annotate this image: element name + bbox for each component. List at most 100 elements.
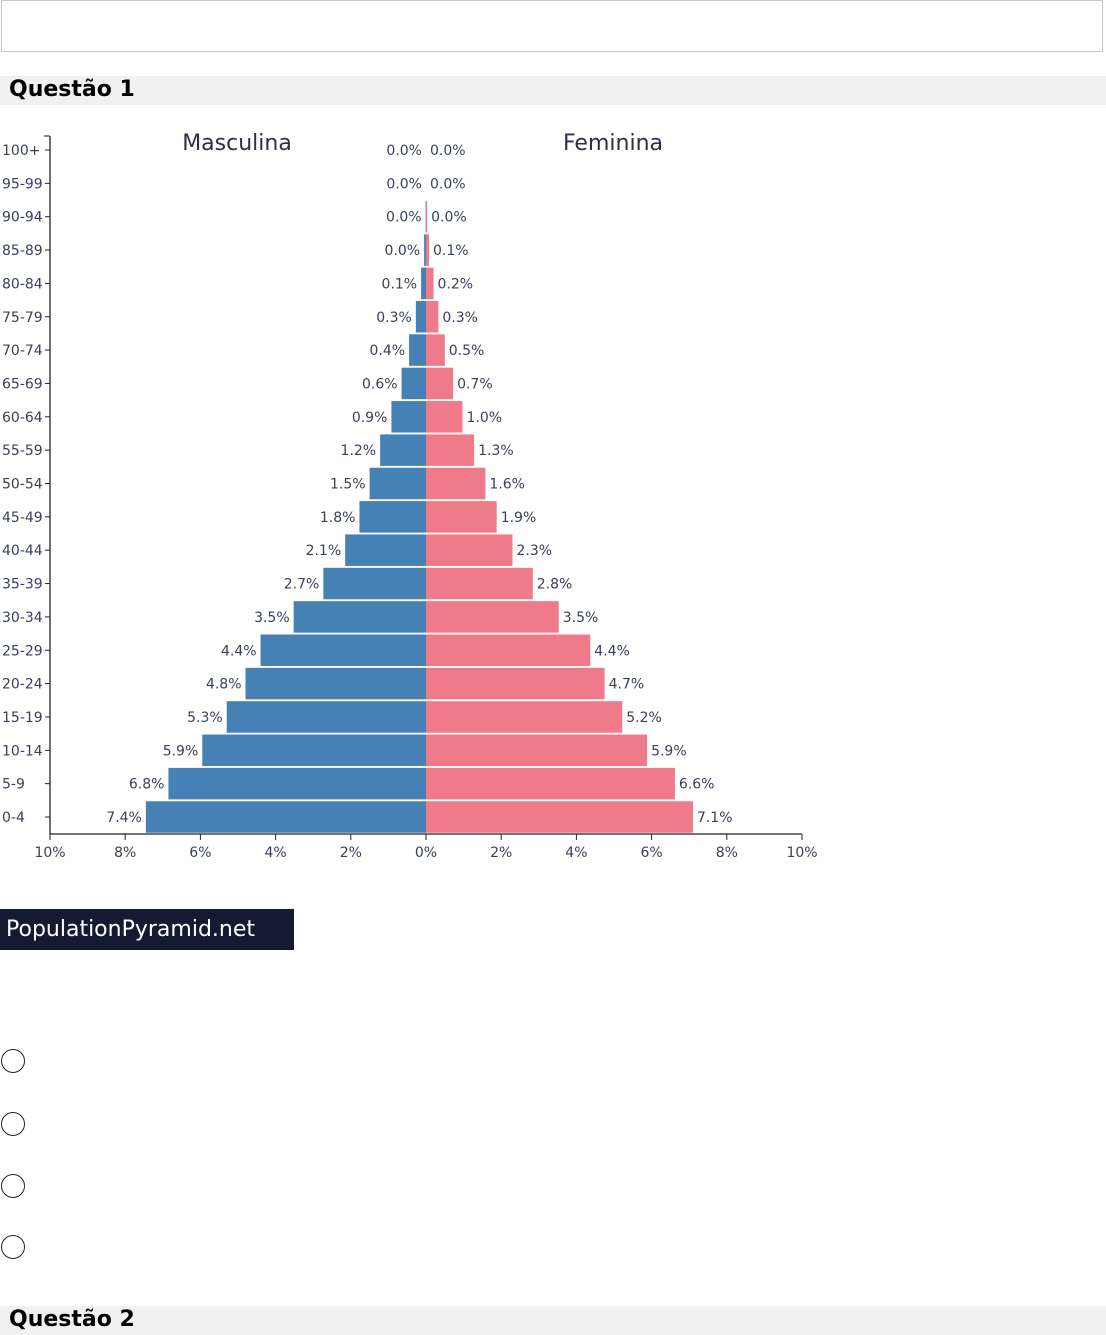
male-bar (226, 701, 426, 733)
male-value-label: 4.4% (221, 643, 257, 659)
female-bar (426, 534, 513, 566)
male-value-label: 5.9% (163, 743, 199, 759)
female-value-label: 3.5% (563, 610, 599, 626)
x-tick-label: 0% (415, 845, 437, 861)
age-group-label: 0-4 (2, 810, 25, 826)
male-bar (401, 367, 426, 400)
x-tick-label: 10% (34, 845, 65, 861)
age-group-label: 50-54 (2, 477, 43, 493)
female-bar (426, 701, 623, 733)
female-value-label: 0.7% (457, 376, 493, 392)
female-bar (426, 634, 591, 666)
male-bar (168, 767, 426, 800)
female-bar (426, 367, 454, 400)
female-bar (426, 667, 605, 700)
age-group-label: 5-9 (2, 777, 25, 793)
x-tick-label: 6% (640, 845, 662, 861)
question-2-title: Questão 2 (9, 1307, 135, 1332)
female-bar (426, 401, 463, 433)
age-group-label: 70-74 (2, 343, 43, 359)
female-value-label: 6.6% (679, 777, 715, 793)
male-bar (415, 301, 426, 333)
age-group-label: 15-19 (2, 710, 43, 726)
male-bar (369, 467, 426, 500)
male-value-label: 0.6% (362, 376, 398, 392)
female-value-label: 1.0% (466, 410, 502, 426)
x-tick-label: 2% (490, 845, 512, 861)
answer-input[interactable] (1, 0, 1103, 52)
age-group-label: 65-69 (2, 376, 43, 392)
male-value-label: 1.8% (320, 510, 356, 526)
age-group-label: 100+ (2, 143, 40, 159)
female-bar (426, 434, 475, 466)
age-group-label: 90-94 (2, 210, 43, 226)
age-group-label: 35-39 (2, 577, 43, 593)
male-value-label: 6.8% (129, 777, 165, 793)
male-value-label: 0.1% (382, 276, 418, 292)
female-value-label: 0.3% (442, 310, 478, 326)
population-pyramid-chart: 7.4% 7.1% 0-4 6.8% 6.6% 5-9 5.9% 5.9% 10-14 5.3% 5… (2, 131, 818, 861)
male-value-label: 0.4% (370, 343, 406, 359)
option-d-radio[interactable] (1, 1235, 25, 1259)
x-tick-label: 8% (114, 845, 136, 861)
age-group-label: 25-29 (2, 643, 43, 659)
male-value-label: 2.1% (306, 543, 342, 559)
age-group-label: 30-34 (2, 610, 43, 626)
female-bar (426, 601, 559, 633)
male-bar (359, 501, 426, 533)
male-value-label: 0.3% (376, 310, 412, 326)
female-bar (426, 801, 693, 833)
age-group-label: 40-44 (2, 543, 43, 559)
male-series-label: Masculina (182, 131, 292, 156)
male-value-label: 3.5% (254, 610, 290, 626)
age-group-label: 55-59 (2, 443, 43, 459)
female-bar (426, 567, 533, 600)
age-group-label: 75-79 (2, 310, 43, 326)
female-value-label: 5.2% (626, 710, 662, 726)
female-bar (426, 234, 430, 266)
x-tick-label: 2% (340, 845, 362, 861)
female-value-label: 0.5% (449, 343, 485, 359)
male-value-label: 1.5% (330, 477, 366, 493)
male-bar (202, 734, 426, 767)
female-value-label: 2.3% (516, 543, 552, 559)
question-2-header: Questão 2 (0, 1306, 1106, 1335)
female-bar (426, 301, 439, 333)
male-bar (260, 634, 426, 666)
female-value-label: 0.2% (438, 276, 474, 292)
male-bar (293, 601, 426, 633)
female-series-label: Feminina (563, 131, 663, 156)
female-value-label: 0.0% (430, 143, 466, 159)
age-group-label: 85-89 (2, 243, 43, 259)
male-bar (380, 434, 426, 466)
question-1-header: Questão 1 (0, 76, 1106, 105)
option-c-radio[interactable] (1, 1174, 25, 1198)
population-pyramid-watermark: PopulationPyramid.net (0, 909, 294, 950)
female-value-label: 0.1% (433, 243, 469, 259)
male-bar (391, 401, 426, 433)
age-group-label: 10-14 (2, 743, 43, 759)
x-tick-label: 10% (786, 845, 817, 861)
female-value-label: 7.1% (697, 810, 733, 826)
male-bar (245, 667, 426, 700)
age-group-label: 20-24 (2, 677, 43, 693)
female-bar (426, 501, 497, 533)
male-value-label: 7.4% (106, 810, 142, 826)
male-bar (421, 267, 426, 300)
question-1-title: Questão 1 (9, 77, 135, 102)
male-value-label: 2.7% (284, 577, 320, 593)
female-value-label: 5.9% (651, 743, 687, 759)
male-value-label: 0.0% (385, 243, 421, 259)
option-a-radio[interactable] (1, 1049, 25, 1073)
male-bar (424, 234, 426, 266)
option-b-radio[interactable] (1, 1112, 25, 1136)
female-value-label: 0.0% (430, 176, 466, 192)
male-bar (409, 334, 426, 366)
female-value-label: 2.8% (537, 577, 573, 593)
age-group-label: 60-64 (2, 410, 43, 426)
female-value-label: 1.3% (478, 443, 514, 459)
male-value-label: 0.0% (386, 176, 422, 192)
age-group-label: 45-49 (2, 510, 43, 526)
male-value-label: 1.2% (341, 443, 377, 459)
age-group-label: 95-99 (2, 176, 43, 192)
